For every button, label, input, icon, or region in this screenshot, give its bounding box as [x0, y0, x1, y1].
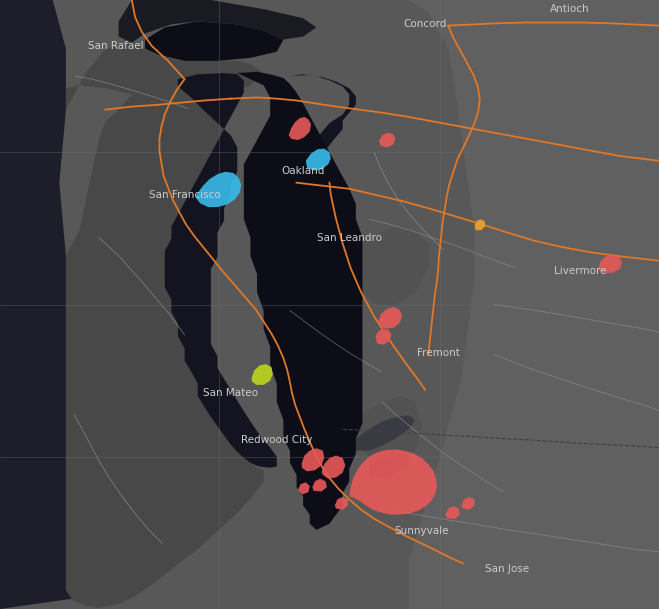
Polygon shape [409, 0, 659, 609]
Text: Sunnyvale: Sunnyvale [395, 526, 449, 536]
Polygon shape [356, 415, 415, 451]
Text: San Francisco: San Francisco [149, 190, 220, 200]
Polygon shape [298, 482, 310, 495]
Polygon shape [66, 94, 264, 608]
Polygon shape [145, 21, 283, 61]
Polygon shape [289, 117, 311, 140]
Polygon shape [376, 329, 391, 345]
Polygon shape [312, 479, 327, 491]
Polygon shape [283, 74, 356, 284]
Text: San Leandro: San Leandro [317, 233, 382, 242]
Polygon shape [356, 396, 422, 463]
Polygon shape [302, 448, 324, 471]
Polygon shape [0, 0, 105, 609]
Polygon shape [165, 73, 277, 468]
Polygon shape [379, 133, 395, 147]
Polygon shape [369, 454, 409, 478]
Polygon shape [237, 72, 362, 530]
Text: Oakland: Oakland [281, 166, 325, 175]
Polygon shape [252, 364, 273, 385]
Polygon shape [474, 219, 485, 230]
Text: Concord: Concord [403, 19, 447, 29]
Text: San Mateo: San Mateo [203, 388, 258, 398]
Text: Redwood City: Redwood City [241, 435, 312, 445]
Polygon shape [598, 255, 622, 273]
Text: San Jose: San Jose [486, 565, 529, 574]
Polygon shape [119, 0, 316, 43]
Text: Fremont: Fremont [416, 348, 460, 358]
Polygon shape [461, 497, 474, 510]
Text: Livermore: Livermore [554, 266, 606, 276]
Polygon shape [322, 456, 345, 479]
Polygon shape [445, 506, 460, 519]
Polygon shape [66, 43, 264, 110]
Polygon shape [196, 172, 241, 207]
Polygon shape [306, 149, 331, 171]
Polygon shape [356, 225, 428, 304]
Polygon shape [378, 307, 402, 329]
Text: Antioch: Antioch [550, 4, 590, 14]
Polygon shape [349, 449, 437, 515]
Text: San Rafael: San Rafael [88, 41, 143, 51]
Polygon shape [335, 497, 348, 510]
